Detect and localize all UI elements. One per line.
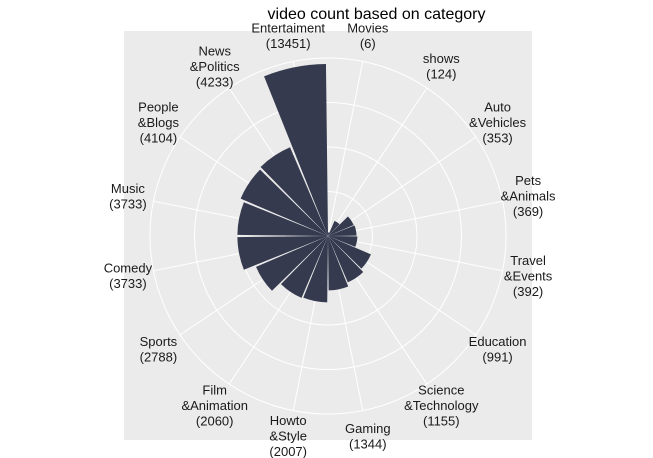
category-label: shows (124) (423, 51, 460, 82)
category-label-line: (3733) (109, 197, 147, 212)
category-label-line: People (138, 100, 178, 115)
category-label: Gaming (1344) (345, 421, 391, 452)
category-label-line: News (198, 43, 231, 58)
category-label: Comedy (3733) (104, 261, 153, 292)
category-label-line: Movies (347, 21, 389, 36)
grid-spoke (327, 235, 503, 272)
category-label-line: (4104) (140, 131, 178, 146)
bar-travel-events (328, 236, 358, 247)
category-label-line: &Style (269, 429, 307, 444)
grid-circle (238, 146, 418, 326)
category-label-line: Pets (515, 173, 542, 188)
category-label-line: Film (202, 383, 227, 398)
category-label-line: (2788) (140, 350, 178, 365)
bar-auto-vehicles (328, 216, 354, 236)
category-label-line: Education (469, 334, 527, 349)
bar-pets-animals (328, 225, 357, 236)
category-label-line: shows (423, 51, 460, 66)
category-label: People &Blogs (4104) (138, 100, 180, 146)
category-label-line: (369) (513, 204, 543, 219)
bar-education (328, 236, 371, 269)
category-label: Pets &Animals (369) (501, 173, 556, 219)
category-label: Music (3733) (109, 181, 147, 212)
category-label-line: &Blogs (138, 115, 180, 130)
category-label: Sports (2788) (140, 334, 178, 365)
category-label: Education (991) (469, 334, 527, 365)
grid-spoke (327, 87, 428, 237)
category-label-line: (1344) (349, 436, 387, 451)
grid-spoke (327, 136, 477, 237)
bar-science-technology (328, 236, 364, 283)
category-labels: Movies (6) shows (124) Auto &Vehicles (353) Pet… (104, 21, 556, 458)
category-label-line: Entertaiment (251, 21, 325, 36)
category-label-line: (2007) (269, 444, 307, 458)
category-label: Travel &Events (392) (504, 253, 553, 299)
category-label: Movies (6) (347, 21, 389, 52)
category-label-line: &Animation (181, 398, 247, 413)
category-label-line: Science (418, 383, 464, 398)
bar-entertaiment (264, 64, 328, 236)
category-label: Science &Technology (1155) (404, 383, 479, 429)
category-label-line: &Events (504, 268, 553, 283)
chart-title: video count based on category (267, 6, 486, 23)
category-label: Auto &Vehicles (353) (469, 100, 527, 146)
bar-howto-style (303, 236, 328, 303)
bar-sports (256, 236, 328, 291)
category-label-line: &Vehicles (469, 115, 527, 130)
category-label-line: &Technology (404, 398, 479, 413)
bar-people-blogs (240, 169, 328, 236)
category-label-line: (991) (482, 350, 512, 365)
category-label-line: (6) (360, 36, 376, 51)
category-label-line: (3733) (109, 276, 147, 291)
category-label-line: (392) (513, 284, 543, 299)
bar-news-politics (260, 147, 328, 236)
category-label-line: (124) (426, 67, 456, 82)
bars (237, 64, 371, 303)
category-label-line: Sports (140, 334, 178, 349)
category-label: Entertaiment (13451) (251, 21, 325, 52)
category-label-line: (13451) (266, 36, 311, 51)
category-label: News &Politics (4233) (190, 43, 240, 89)
category-label-line: Howto (270, 413, 307, 428)
category-label: Film &Animation (2060) (181, 383, 247, 429)
grid-circle (149, 57, 507, 415)
category-label: Howto &Style (2007) (269, 413, 307, 458)
category-label-line: Comedy (104, 261, 153, 276)
bar-shows (328, 220, 340, 236)
grid-spoke (327, 61, 364, 237)
grid-spoke (327, 200, 503, 237)
category-label-line: (4233) (196, 74, 234, 89)
bar-movies (328, 232, 330, 236)
category-label-line: (1155) (423, 414, 460, 429)
bar-gaming (328, 236, 349, 291)
grid-circle (283, 191, 373, 281)
category-label-line: (353) (482, 131, 512, 146)
category-label-line: Gaming (345, 421, 391, 436)
category-label-line: &Politics (190, 59, 240, 74)
category-label-line: Travel (510, 253, 546, 268)
grid-circle (194, 102, 462, 370)
category-label-line: &Animals (501, 189, 556, 204)
category-label-line: Music (111, 181, 145, 196)
category-label-line: (2060) (196, 414, 234, 429)
bar-film-animation (280, 236, 328, 298)
category-label-line: Auto (484, 100, 511, 115)
bar-comedy (237, 236, 328, 270)
bar-music (237, 202, 328, 236)
